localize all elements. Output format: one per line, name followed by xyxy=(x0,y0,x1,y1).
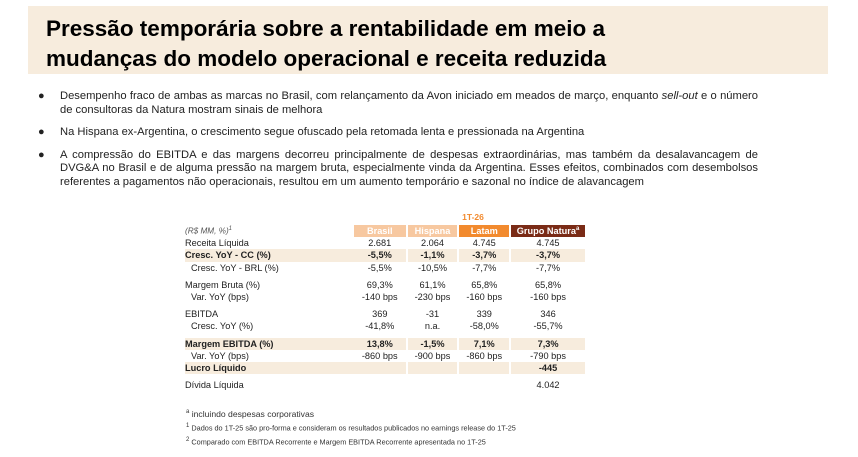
bullet-text: Desempenho fraco de ambas as marcas no B… xyxy=(60,90,759,116)
footnotes: a incluindo despesas corporativas 1 Dado… xyxy=(186,406,606,449)
table-cell: 13,8% xyxy=(353,337,406,350)
bullet-dot-icon: ● xyxy=(38,148,45,161)
page-title: Pressão temporária sobre a rentabilidade… xyxy=(46,14,826,74)
row-label: Margem Bruta (%) xyxy=(185,279,261,290)
table-cell xyxy=(353,361,406,375)
table-cell xyxy=(459,379,509,391)
table-cell: -230 bps xyxy=(414,292,451,303)
row-label: Var. YoY (bps) xyxy=(191,292,249,303)
table-cell: 339 xyxy=(476,309,492,320)
table-row: EBITDA 369 -31 339 346 xyxy=(185,308,585,320)
row-label: Receita Líquida xyxy=(185,238,249,249)
table-row: Receita Líquida 2.681 2.064 4.745 4.745 xyxy=(185,237,585,249)
table-cell: 2.681 xyxy=(368,238,392,249)
table-row: Var. YoY (bps) -860 bps -900 bps -860 bps -7… xyxy=(185,350,585,362)
bullet-text: A compressão do EBITDA e das margens dec… xyxy=(60,148,758,188)
row-label: Cresc. YoY - CC (%) xyxy=(185,249,354,262)
footnote: 1 Dados do 1T-25 são pro-forma e conside… xyxy=(186,422,516,433)
table-cell: 65,8% xyxy=(471,279,498,290)
table-header-row: (R$ MM, %)1 Brasil Hispana Latam Grupo N… xyxy=(185,225,585,238)
table-cell: -790 bps xyxy=(530,350,566,361)
table-cell: 7,3% xyxy=(511,337,585,350)
table-cell: 65,8% xyxy=(535,279,562,290)
table-row: Dívida Líquida 4.042 xyxy=(185,379,585,391)
bullet-list: ● Desempenho fraco de ambas as marcas no… xyxy=(38,90,758,198)
table-cell: 4.745 xyxy=(472,238,496,249)
table-cell: -900 bps xyxy=(414,350,451,361)
table-cell xyxy=(408,379,458,391)
row-label: Dívida Líquida xyxy=(185,380,244,391)
table-cell: 4.745 xyxy=(536,238,560,249)
table-cell: -445 xyxy=(511,361,585,375)
col-header-brasil: Brasil xyxy=(353,225,406,238)
table-cell: -5,5% xyxy=(367,262,392,273)
bullet-item: ● Na Hispana ex-Argentina, o crescimento… xyxy=(38,126,758,140)
table-row: Var. YoY (bps) -140 bps -230 bps -160 bps -1… xyxy=(185,291,585,303)
table-cell: -1,5% xyxy=(407,337,458,350)
table-row: Margem EBITDA (%) 13,8% -1,5% 7,1% 7,3% xyxy=(185,337,585,350)
table-cell: -860 bps xyxy=(361,350,398,361)
row-label: Cresc. YoY (%) xyxy=(191,321,254,332)
table-cell xyxy=(354,379,406,391)
table-cell: 61,1% xyxy=(419,279,446,290)
col-header-hispana: Hispana xyxy=(407,225,458,238)
unit-label: (R$ MM, %)1 xyxy=(185,226,233,236)
bullet-item: ● Desempenho fraco de ambas as marcas no… xyxy=(38,90,758,117)
row-label: EBITDA xyxy=(185,309,219,320)
table-cell: -3,7% xyxy=(459,249,510,262)
table-cell: -160 bps xyxy=(530,292,566,303)
col-header-grupo-natura: Grupo Naturaa xyxy=(511,225,585,238)
table-cell: -860 bps xyxy=(466,350,503,361)
table-cell: -160 bps xyxy=(466,292,503,303)
table-cell: -41,8% xyxy=(365,321,395,332)
table-cell: 7,1% xyxy=(459,337,510,350)
table-cell: -55,7% xyxy=(533,321,563,332)
bullet-text: Na Hispana ex-Argentina, o crescimento s… xyxy=(60,126,585,138)
table-row: Lucro Líquido -445 xyxy=(185,361,585,375)
table-cell: 369 xyxy=(372,309,388,320)
col-header-latam: Latam xyxy=(459,225,510,238)
table-row: Margem Bruta (%) 69,3% 61,1% 65,8% 65,8% xyxy=(185,279,585,291)
table-cell: -10,5% xyxy=(417,262,448,273)
table-cell: -1,1% xyxy=(407,249,458,262)
period-label: 1T-26 xyxy=(462,212,484,222)
table-cell: n.a. xyxy=(424,321,441,332)
table-cell: -5,5% xyxy=(353,249,406,262)
table-cell xyxy=(407,361,458,375)
footnote: 2 Comparado com EBITDA Recorrente e Marg… xyxy=(186,437,486,447)
table-cell: 346 xyxy=(540,309,556,320)
table-row: Cresc. YoY (%) -41,8% n.a. -58,0% -55,7% xyxy=(185,320,585,332)
bullet-dot-icon: ● xyxy=(38,126,45,138)
row-label: Margem EBITDA (%) xyxy=(185,337,354,350)
table-cell: -31 xyxy=(425,309,440,320)
row-label: Cresc. YoY - BRL (%) xyxy=(191,262,279,273)
title-line-2: mudanças do modelo operacional e receita… xyxy=(46,46,607,71)
financial-table: (R$ MM, %)1 Brasil Hispana Latam Grupo N… xyxy=(185,225,585,391)
bullet-item: ● A compressão do EBITDA e das margens d… xyxy=(38,149,758,190)
table-cell: -7,7% xyxy=(536,262,561,273)
row-label: Lucro Líquido xyxy=(185,361,354,375)
bullet-dot-icon: ● xyxy=(38,90,45,102)
table-cell: -3,7% xyxy=(511,249,585,262)
table-cell xyxy=(459,361,510,375)
table-cell: 69,3% xyxy=(366,279,393,290)
table-cell: -7,7% xyxy=(472,262,497,273)
title-background xyxy=(28,6,828,74)
table-cell: -58,0% xyxy=(469,321,499,332)
title-line-1: Pressão temporária sobre a rentabilidade… xyxy=(46,16,605,41)
table-row: Cresc. YoY - CC (%) -5,5% -1,1% -3,7% -3,7% xyxy=(185,249,585,262)
table-cell: 4.042 xyxy=(536,380,560,391)
row-label: Var. YoY (bps) xyxy=(191,350,249,361)
footnote: a incluindo despesas corporativas xyxy=(186,408,315,419)
table-row: Cresc. YoY - BRL (%) -5,5% -10,5% -7,7% -7,7… xyxy=(185,262,585,274)
table-cell: 2.064 xyxy=(421,238,444,249)
table-cell: -140 bps xyxy=(361,292,398,303)
